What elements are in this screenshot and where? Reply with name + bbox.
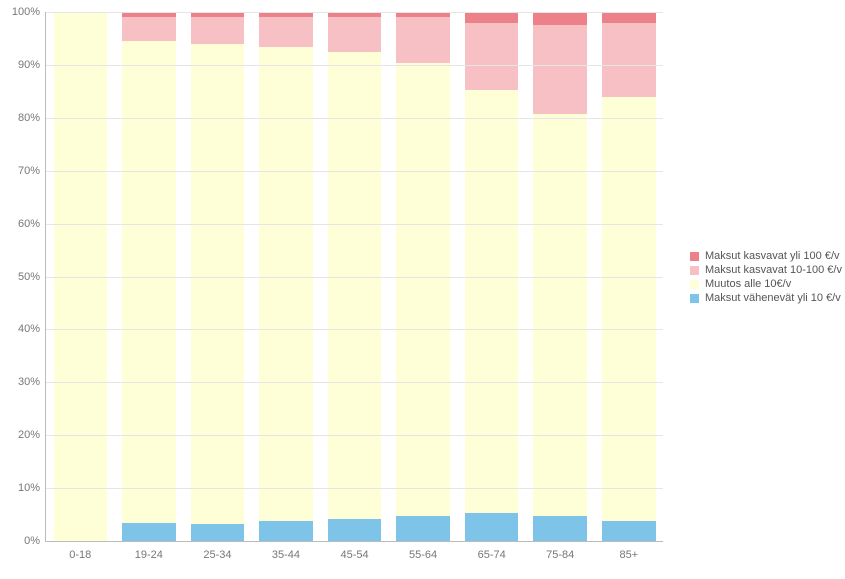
- bar-segment: [328, 519, 381, 541]
- bar-segment: [328, 17, 381, 51]
- gridline: [46, 65, 663, 66]
- y-axis-tick-label: 10%: [18, 482, 46, 494]
- bar-segment: [465, 12, 518, 23]
- x-axis-tick-label: 0-18: [69, 541, 91, 561]
- bar-segment: [259, 521, 312, 541]
- bar-segment: [602, 97, 655, 522]
- bar-segment: [396, 17, 449, 63]
- bar-segment: [191, 17, 244, 43]
- gridline: [46, 488, 663, 489]
- y-axis-tick-label: 0%: [24, 535, 46, 547]
- bar-segment: [602, 12, 655, 23]
- y-axis-tick-label: 30%: [18, 376, 46, 388]
- bar-segment: [602, 23, 655, 97]
- y-axis-tick-label: 50%: [18, 271, 46, 283]
- legend-swatch: [690, 294, 699, 303]
- bar-segment: [465, 23, 518, 91]
- y-axis-tick-label: 80%: [18, 112, 46, 124]
- y-axis-tick-label: 100%: [12, 6, 46, 18]
- plot-area: 0-1819-2425-3435-4445-5455-6465-7475-848…: [45, 12, 663, 542]
- bar-segment: [328, 52, 381, 519]
- gridline: [46, 329, 663, 330]
- x-axis-tick-label: 25-34: [203, 541, 231, 561]
- bar-segment: [396, 516, 449, 541]
- bar-segment: [122, 523, 175, 542]
- x-axis-tick-label: 55-64: [409, 541, 437, 561]
- gridline: [46, 435, 663, 436]
- x-axis-tick-label: 75-84: [546, 541, 574, 561]
- legend: Maksut kasvavat yli 100 €/v Maksut kasvav…: [690, 248, 842, 306]
- bar-segment: [465, 513, 518, 541]
- x-axis-tick-label: 85+: [619, 541, 638, 561]
- bar-segment: [533, 516, 586, 541]
- gridline: [46, 12, 663, 13]
- legend-swatch: [690, 252, 699, 261]
- bar-segment: [122, 41, 175, 522]
- y-axis-tick-label: 70%: [18, 165, 46, 177]
- gridline: [46, 382, 663, 383]
- bar-segment: [533, 114, 586, 517]
- x-axis-tick-label: 35-44: [272, 541, 300, 561]
- y-axis-tick-label: 20%: [18, 429, 46, 441]
- x-axis-tick-label: 19-24: [135, 541, 163, 561]
- bar-segment: [465, 90, 518, 513]
- bar-segment: [191, 524, 244, 541]
- x-axis-tick-label: 45-54: [340, 541, 368, 561]
- bar-segment: [191, 44, 244, 524]
- legend-label: Muutos alle 10€/v: [705, 278, 791, 290]
- legend-label: Maksut kasvavat 10-100 €/v: [705, 264, 842, 276]
- gridline: [46, 224, 663, 225]
- bar-segment: [259, 17, 312, 47]
- chart-container: 0-18 19-24 25-34 35-44 45-54 55-64 65-74 75-84 8…: [0, 0, 680, 579]
- gridline: [46, 118, 663, 119]
- y-axis-tick-label: 90%: [18, 59, 46, 71]
- legend-item: Maksut kasvavat yli 100 €/v: [690, 250, 842, 262]
- bar-segment: [533, 25, 586, 113]
- legend-swatch: [690, 266, 699, 275]
- bar-segment: [396, 63, 449, 516]
- legend-item: Maksut kasvavat 10-100 €/v: [690, 264, 842, 276]
- legend-item: Muutos alle 10€/v: [690, 278, 842, 290]
- x-axis-tick-label: 65-74: [478, 541, 506, 561]
- gridline: [46, 171, 663, 172]
- bar-segment: [533, 12, 586, 25]
- y-axis-tick-label: 40%: [18, 323, 46, 335]
- y-axis-tick-label: 60%: [18, 218, 46, 230]
- gridline: [46, 277, 663, 278]
- legend-label: Maksut kasvavat yli 100 €/v: [705, 250, 840, 262]
- legend-swatch: [690, 280, 699, 289]
- legend-item: Maksut vähenevät yli 10 €/v: [690, 292, 842, 304]
- bar-segment: [602, 521, 655, 541]
- legend-label: Maksut vähenevät yli 10 €/v: [705, 292, 841, 304]
- bar-segment: [122, 17, 175, 41]
